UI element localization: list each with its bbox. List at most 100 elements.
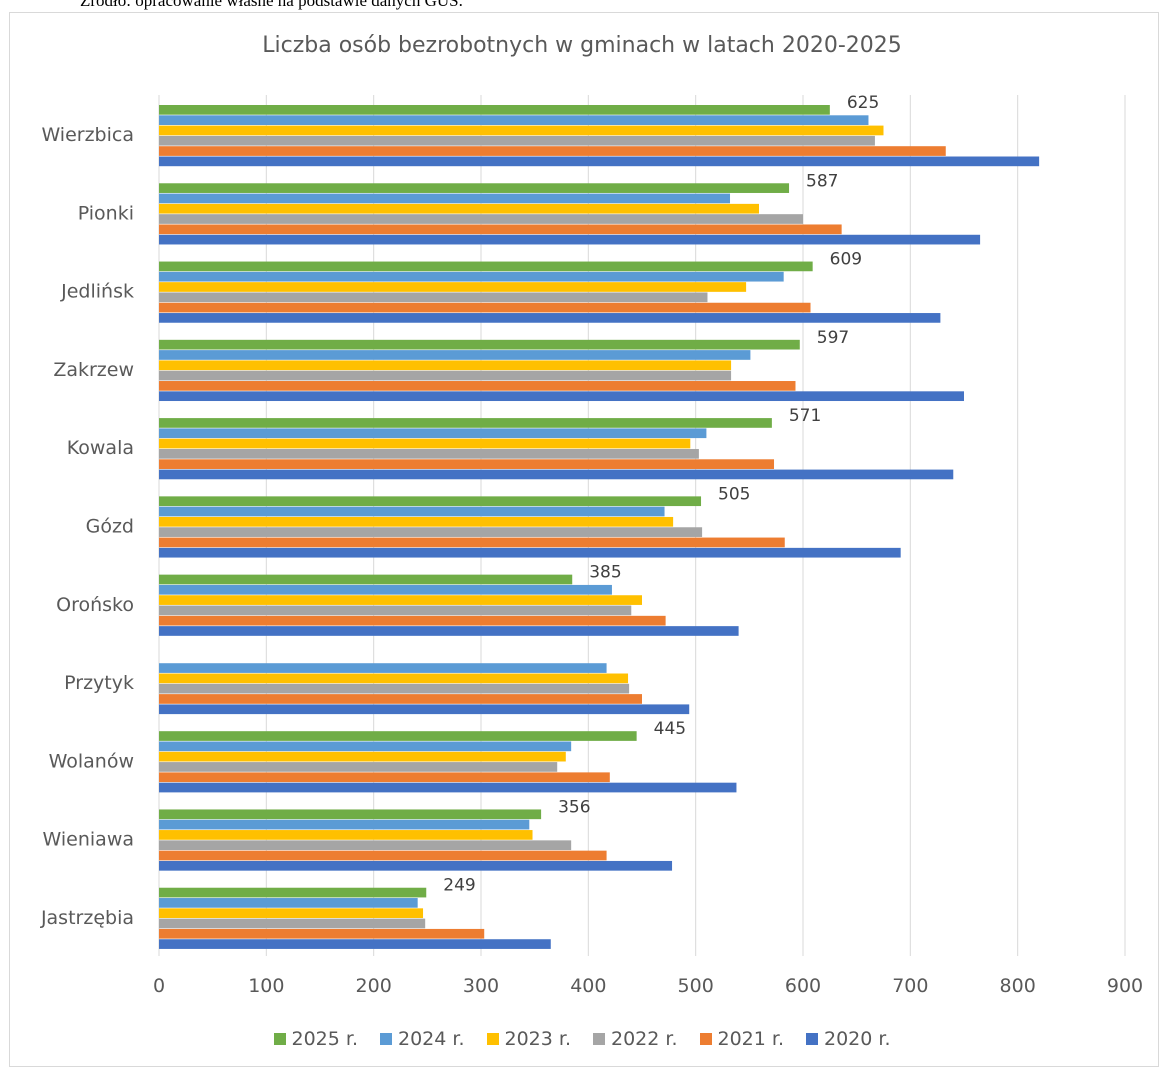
data-label: 505 [718, 484, 750, 504]
bar-2023r-4 [159, 438, 691, 449]
bar-2023r-10 [159, 908, 424, 919]
bar-2022r-9 [159, 840, 572, 851]
bar-2023r-9 [159, 830, 533, 840]
bar-2025r-1 [159, 183, 790, 193]
category-label: Orońsko [56, 594, 134, 616]
bar-2024r-5 [159, 506, 665, 517]
bar-2024r-4 [159, 428, 707, 439]
bar-2025r-5 [159, 496, 702, 507]
legend-swatch [380, 1033, 392, 1045]
bar-2024r-2 [159, 271, 784, 282]
legend-swatch [273, 1033, 286, 1045]
bar-2024r-9 [159, 819, 530, 830]
legend-swatch [699, 1033, 712, 1045]
x-tick-label: 900 [1107, 975, 1143, 997]
data-label: 597 [817, 328, 849, 348]
x-tick-label: 800 [1000, 975, 1036, 997]
bar-2022r-5 [159, 527, 703, 537]
bar-2024r-10 [159, 898, 418, 908]
x-tick-label: 700 [892, 975, 928, 997]
data-label: 356 [558, 797, 590, 817]
bar-2022r-1 [159, 214, 803, 224]
bar-2020r-8 [159, 782, 737, 793]
x-tick-label: 400 [570, 975, 606, 997]
bar-2024r-6 [159, 584, 612, 595]
bar-2021r-3 [159, 381, 796, 391]
data-label: 571 [789, 406, 821, 426]
legend-item: 2023 r. [486, 1028, 572, 1050]
bar-2024r-0 [159, 115, 869, 125]
category-label: Pionki [78, 202, 134, 224]
data-label: 249 [443, 876, 475, 896]
legend-label: 2025 r. [291, 1028, 359, 1050]
bar-2020r-0 [159, 156, 1040, 167]
category-label: Wolanów [49, 750, 134, 772]
bar-2021r-2 [159, 302, 811, 313]
bar-2023r-3 [159, 360, 732, 371]
legend-item: 2020 r. [806, 1028, 891, 1050]
bar-2020r-9 [159, 860, 673, 871]
bar-2020r-5 [159, 547, 901, 558]
bar-2024r-3 [159, 350, 751, 360]
bar-2025r-0 [159, 105, 830, 115]
source-note: Źródło: opracowanie własne na podstawie … [80, 0, 463, 10]
category-label: Wieniawa [43, 829, 134, 851]
bar-2025r-9 [159, 809, 542, 820]
data-label: 625 [847, 93, 879, 113]
category-label: Kowala [67, 437, 134, 459]
legend-item: 2025 r. [273, 1028, 359, 1050]
x-tick-label: 0 [153, 975, 165, 997]
bar-2024r-1 [159, 193, 731, 204]
bar-2023r-5 [159, 516, 674, 527]
legend-swatch [486, 1033, 499, 1045]
bar-2021r-5 [159, 537, 785, 548]
legend-label: 2021 r. [717, 1028, 785, 1050]
bar-2023r-2 [159, 282, 747, 292]
chart-legend: 2025 r. 2024 r. 2023 r. 2022 r. 2021 r. 2020 … [0, 1028, 1164, 1050]
bar-2022r-8 [159, 762, 558, 772]
bar-2021r-4 [159, 459, 775, 469]
category-label: Wierzbica [41, 124, 134, 146]
bar-2021r-9 [159, 850, 607, 861]
bar-2020r-10 [159, 939, 551, 949]
legend-item: 2022 r. [593, 1028, 678, 1050]
bar-2022r-7 [159, 683, 630, 694]
legend-swatch [806, 1033, 818, 1045]
x-tick-label: 300 [463, 975, 499, 997]
bar-2020r-1 [159, 234, 981, 245]
bar-2023r-1 [159, 203, 759, 214]
bar-2023r-6 [159, 595, 642, 605]
data-label: 385 [589, 563, 621, 583]
bar-2022r-4 [159, 448, 699, 459]
category-label: Jedlińsk [60, 281, 134, 303]
bar-2024r-8 [159, 741, 572, 752]
bar-2022r-3 [159, 370, 732, 381]
bar-2025r-8 [159, 731, 637, 741]
legend-label: 2023 r. [504, 1028, 572, 1050]
category-label: Jastrzębia [40, 907, 134, 929]
bar-2025r-6 [159, 574, 573, 585]
category-label: Zakrzew [53, 359, 134, 381]
bar-2025r-3 [159, 339, 800, 350]
bar-2021r-10 [159, 928, 485, 939]
bar-2020r-6 [159, 626, 739, 636]
bar-2020r-4 [159, 469, 954, 480]
bar-2025r-10 [159, 887, 427, 898]
bar-2022r-0 [159, 135, 875, 146]
bar-2021r-8 [159, 772, 610, 783]
x-tick-label: 600 [785, 975, 821, 997]
legend-swatch [593, 1033, 605, 1045]
bar-2020r-7 [159, 704, 690, 715]
bar-2022r-2 [159, 292, 708, 303]
legend-label: 2020 r. [824, 1028, 891, 1050]
bar-2023r-0 [159, 125, 884, 136]
bar-2021r-0 [159, 146, 946, 156]
x-tick-label: 200 [356, 975, 392, 997]
bar-2025r-2 [159, 261, 813, 272]
bar-2022r-10 [159, 918, 426, 929]
category-label: Przytyk [64, 672, 134, 694]
bar-2022r-6 [159, 605, 632, 616]
category-label: Gózd [86, 516, 134, 538]
legend-label: 2022 r. [611, 1028, 678, 1050]
chart-title: Liczba osób bezrobotnych w gminach w lat… [262, 33, 902, 58]
